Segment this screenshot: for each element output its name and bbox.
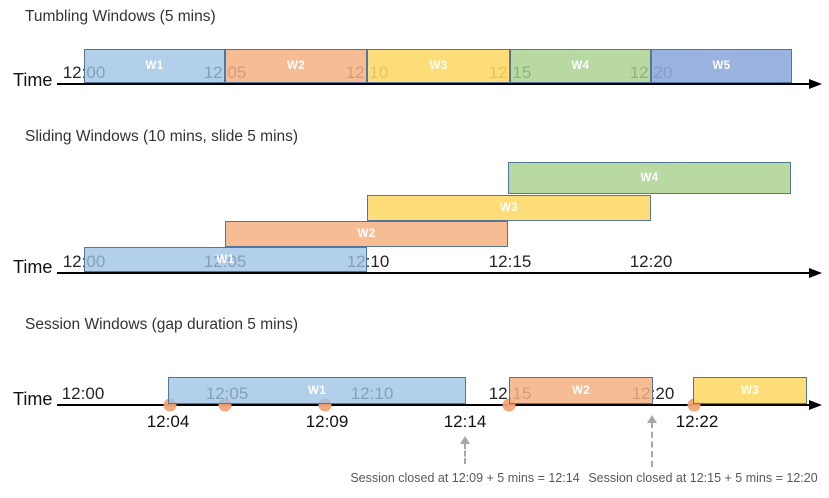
window-label: W3 — [429, 60, 448, 72]
session-closed-annotation: Session closed at 12:15 + 5 mins = 12:20 — [588, 471, 818, 485]
section-title: Tumbling Windows (5 mins) — [25, 8, 216, 25]
window-box-w1: W1 — [84, 247, 367, 272]
window-box-w2: W2 — [509, 377, 653, 404]
time-axis-line — [57, 272, 810, 274]
window-label: W2 — [571, 384, 591, 397]
window-label: W3 — [740, 384, 760, 397]
window-box-w2: W2 — [225, 49, 367, 83]
section-title: Session Windows (gap duration 5 mins) — [25, 316, 299, 333]
window-box-w3: W3 — [693, 377, 807, 404]
window-label: W2 — [357, 228, 376, 240]
window-label: W3 — [499, 202, 519, 214]
time-axis-arrowhead — [809, 268, 822, 278]
arrowhead-up-icon — [647, 415, 657, 423]
arrow-dashed-stem — [464, 443, 466, 464]
event-time-label: 12:22 — [675, 412, 719, 431]
session-closed-annotation: Session closed at 12:09 + 5 mins = 12:14 — [350, 471, 580, 485]
window-label: W1 — [216, 253, 235, 266]
section-title: Sliding Windows (10 mins, slide 5 mins) — [25, 128, 299, 145]
arrow-dashed-stem — [651, 422, 653, 467]
window-label: W1 — [307, 384, 327, 397]
window-label: W4 — [571, 60, 590, 72]
axis-tick-label: 12:20 — [629, 252, 673, 271]
window-box-w5: W5 — [651, 49, 792, 83]
time-axis-label: Time — [13, 257, 53, 277]
axis-tick-label: 12:00 — [61, 384, 105, 403]
time-axis-arrowhead — [809, 79, 822, 89]
time-axis-line — [57, 404, 810, 406]
event-time-label: 12:09 — [305, 412, 349, 431]
window-box-w1: W1 — [84, 49, 225, 83]
arrowhead-up-icon — [460, 436, 470, 444]
window-label: W5 — [712, 60, 731, 72]
axis-tick-label: 12:15 — [488, 252, 532, 271]
window-box-w3: W3 — [367, 195, 651, 221]
event-time-label: 12:04 — [146, 412, 190, 431]
window-box-w4: W4 — [508, 162, 791, 194]
window-label: W2 — [286, 60, 306, 72]
event-time-label: 12:14 — [443, 412, 487, 431]
time-axis-label: Time — [13, 389, 53, 409]
window-box-w2: W2 — [225, 221, 508, 247]
window-box-w3: W3 — [367, 49, 510, 83]
window-label: W1 — [145, 60, 164, 72]
window-label: W4 — [640, 172, 659, 184]
window-box-w4: W4 — [510, 49, 651, 83]
time-axis-arrowhead — [809, 400, 822, 410]
time-axis-label: Time — [13, 70, 53, 90]
window-box-w1: W1 — [168, 377, 466, 404]
time-axis-line — [57, 83, 810, 85]
